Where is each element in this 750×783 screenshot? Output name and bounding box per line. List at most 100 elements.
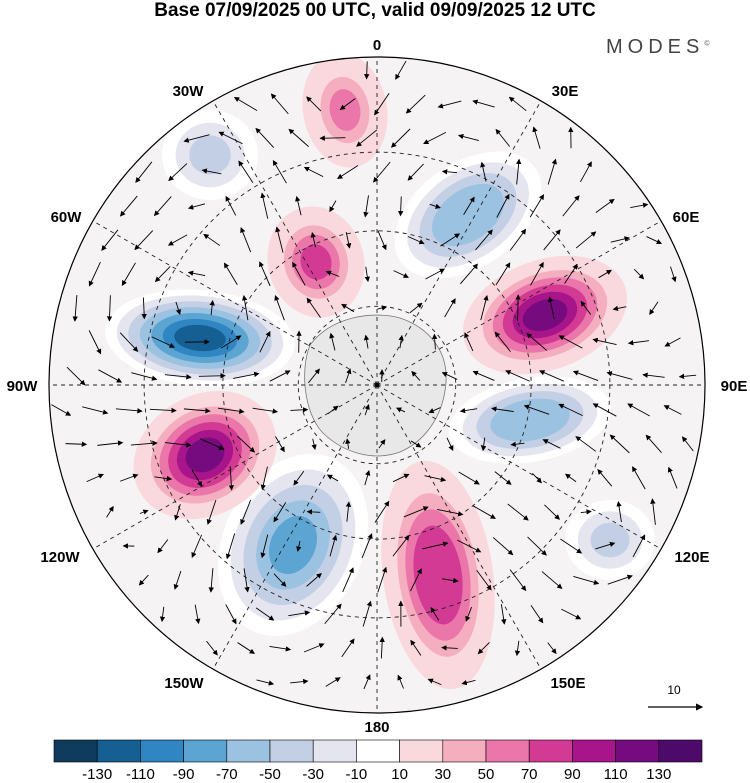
wind-vector [273,502,287,523]
wind-vector [292,261,306,286]
wind-vector [459,407,478,414]
meridian-line [376,100,542,386]
wind-vector [269,370,291,382]
wind-vector [345,438,351,449]
colorbar-swatch [442,739,487,763]
wind-vectors [51,60,697,690]
wind-vector [363,195,369,218]
positive-anomaly-15w [267,206,365,318]
wind-vector [527,536,547,556]
wind-vector [121,262,136,286]
colorbar-swatch [53,739,98,763]
wind-vector [407,236,425,245]
wind-vector [633,268,645,280]
wind-vector [395,407,406,413]
wind-vector [472,370,495,381]
wind-vector [270,93,289,115]
lon-label-60e: 60E [673,209,700,226]
wind-vector [378,439,386,449]
wind-vector [183,134,210,143]
wind-vector [345,368,352,383]
wind-vector [295,195,302,216]
wind-vector [572,370,599,382]
wind-vector [424,475,447,482]
wind-vector [311,438,317,451]
wind-vector [397,674,404,689]
wind-vector [405,94,426,114]
wind-vector [374,92,390,116]
meridian-line [212,100,378,386]
brand-mark: © [704,40,710,48]
wind-vector [561,608,582,620]
colorbar-label: -10 [346,766,368,783]
wind-vector [154,266,171,283]
wind-vector [159,606,166,623]
colorbar-label: -70 [216,766,238,783]
graticule [49,57,705,713]
wind-vector [206,499,217,525]
wind-vector [398,334,404,349]
negative-anomaly-40e [394,151,542,279]
wind-vector [274,294,285,321]
wind-vector [441,577,459,584]
wind-vector [526,332,548,351]
colorbar-label: 70 [521,766,538,783]
wind-vector [632,534,646,558]
wind-vector [440,233,461,247]
wind-vector [650,498,656,525]
wind-vector [632,466,646,490]
wind-vector [101,229,119,251]
wind-vector [154,475,173,482]
wind-vector [543,229,561,251]
wind-vector [345,501,352,522]
colorbar-swatch [312,739,357,763]
wind-vector [66,366,86,386]
wind-vector [494,331,511,352]
wind-vector [544,504,560,520]
wind-vector [339,98,356,110]
wind-vector [403,506,429,518]
wind-vector [580,300,592,315]
wind-vector [446,437,454,452]
colorbar-label: -90 [173,766,195,783]
wind-vector [390,128,411,148]
wind-vector [88,330,102,355]
wind-vector [134,230,154,251]
positive-anomaly-110w [133,390,277,520]
wind-vector [573,575,600,585]
lon-label-60w: 60W [51,209,83,226]
wind-vector [308,368,320,384]
wind-vector [509,228,527,251]
wind-vector [630,202,649,209]
wind-vector [422,541,449,550]
wind-vector [119,332,139,353]
wind-vector [514,640,521,657]
wind-vector [72,295,78,322]
negative-anomaly-120e-contour [590,522,630,558]
wind-vector [306,509,321,515]
negative-anomaly-40e-contour [444,194,492,236]
wind-vector [547,296,555,319]
wind-vector [115,408,143,414]
wind-vector [476,569,492,591]
wind-vector [425,268,446,280]
wind-vector [681,436,694,452]
colorbar-label: 130 [646,766,671,783]
wind-vector [393,270,409,278]
wind-vector [218,131,243,145]
wind-vector [547,642,557,655]
wind-vector [463,196,475,215]
wind-vector [364,61,370,80]
lon-label-30e: 30E [552,83,579,100]
negative-anomaly-145w [217,453,369,637]
wind-vector [164,442,192,448]
wind-vector [187,203,206,210]
wind-vector [627,403,650,417]
colorbar-swatch [399,739,444,763]
wind-vector [361,533,373,559]
wind-vector [431,333,438,350]
colorbar-swatch [615,739,660,763]
colorbar-swatch [528,739,573,763]
map-title: Base 07/09/2025 00 UTC, valid 09/09/2025… [154,0,596,21]
wind-vector [223,262,238,286]
